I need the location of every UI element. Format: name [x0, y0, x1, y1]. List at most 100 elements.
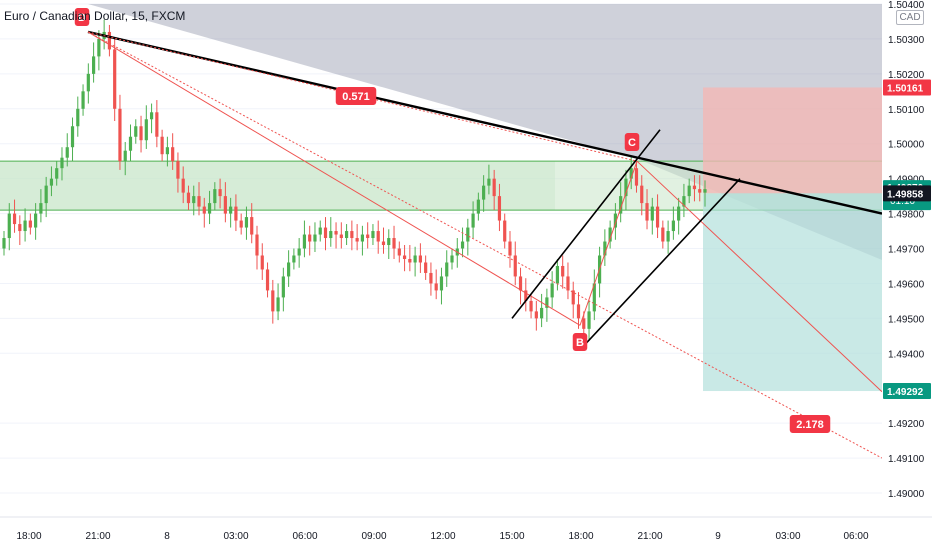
candle-body — [12, 213, 17, 225]
stop-price-tag-bg — [883, 79, 931, 96]
candle-body — [566, 276, 570, 291]
candle-body — [123, 150, 127, 162]
candle-body — [160, 136, 164, 155]
candle-body — [360, 234, 365, 242]
time-tick-label: 21:00 — [637, 531, 662, 542]
candle-body — [355, 238, 359, 242]
candle-body — [497, 196, 502, 221]
harmonic-leg-cd[interactable] — [636, 160, 883, 393]
candle-body — [376, 231, 380, 242]
candle-body — [555, 265, 560, 284]
candle-body — [466, 227, 470, 242]
candle-body — [313, 234, 317, 242]
candle-body — [582, 318, 586, 329]
time-tick-label: 18:00 — [568, 531, 593, 542]
candle-body — [387, 238, 391, 246]
channel-lower-line[interactable] — [579, 178, 741, 351]
candle-body — [192, 196, 196, 204]
harmonic-leg-db[interactable] — [87, 31, 581, 326]
candle-body — [682, 196, 686, 207]
candle-body — [323, 227, 328, 239]
currency-badge[interactable]: CAD — [896, 10, 924, 25]
candle-body — [223, 196, 227, 214]
candle-body — [271, 290, 275, 312]
fib-ratio-label-1-bg — [335, 87, 377, 105]
candle-body — [155, 112, 159, 137]
candle-body — [698, 189, 702, 193]
candle-body — [402, 255, 407, 259]
candle-body — [661, 227, 665, 242]
candle-body — [318, 227, 322, 235]
price-tick-label: 1.49500 — [888, 314, 925, 325]
candle-body — [23, 220, 27, 232]
time-tick-label: 06:00 — [292, 531, 317, 542]
candle-body — [49, 178, 54, 186]
candle-body — [450, 255, 454, 263]
candle-body — [413, 255, 417, 263]
candle-body — [34, 213, 38, 228]
candle-body — [281, 276, 285, 298]
price-tick-label: 1.50000 — [888, 140, 925, 151]
price-tick-label: 1.50200 — [888, 70, 925, 81]
candle-body — [408, 258, 412, 263]
countdown-tag: 01:10 — [890, 196, 915, 207]
channel-upper-line[interactable] — [511, 129, 661, 319]
time-tick-label: 15:00 — [499, 531, 524, 542]
candle-body — [186, 192, 191, 204]
candle-body — [508, 241, 512, 256]
take-profit-box[interactable] — [703, 193, 882, 392]
time-tick-label: 03:00 — [775, 531, 800, 542]
price-tick-label: 1.49600 — [888, 279, 925, 290]
candle-body — [655, 206, 660, 228]
candle-body — [666, 231, 670, 242]
candle-body — [429, 272, 433, 284]
candle-body — [239, 220, 243, 228]
point-b-label-bg — [572, 333, 588, 351]
point-b-label[interactable]: B — [576, 337, 584, 349]
candle-body — [397, 248, 401, 256]
candle-body — [634, 168, 639, 186]
symbol-title[interactable]: Euro / Canadian Dollar, 15, FXCM — [4, 9, 186, 23]
entry-price-tag-bg — [883, 185, 931, 202]
price-axis[interactable]: 1.504001.503001.502001.501001.500001.499… — [882, 0, 932, 550]
candle-body — [608, 227, 612, 242]
stop-loss-box[interactable] — [703, 87, 882, 194]
time-tick-label: 12:00 — [430, 531, 455, 542]
candle-body — [392, 238, 396, 249]
main-trendline[interactable] — [87, 30, 883, 215]
support-zone — [0, 161, 555, 211]
price-tick-label: 1.50100 — [888, 105, 925, 116]
candle-body — [487, 178, 491, 186]
candle-body — [244, 217, 249, 228]
time-tick-label: 8 — [164, 531, 170, 542]
candle-body — [592, 283, 596, 312]
candle-body — [513, 255, 517, 277]
candle-body — [366, 234, 370, 239]
candle-body — [534, 311, 538, 319]
harmonic-leg-bc[interactable] — [579, 161, 638, 326]
candle-body — [250, 217, 254, 235]
candle-body — [381, 241, 386, 246]
candle-body — [297, 248, 301, 256]
point-c-label[interactable]: C — [628, 137, 636, 149]
time-tick-label: 03:00 — [223, 531, 248, 542]
candle-body — [234, 206, 238, 221]
candle-body — [476, 199, 480, 214]
candle-body — [629, 168, 633, 179]
time-axis[interactable]: 18:00 21:00 8 03:00 06:00 09:00 12:00 15:00 18:0… — [0, 516, 932, 550]
candle-body — [334, 231, 338, 235]
candle-body — [308, 234, 312, 242]
candle-body — [144, 119, 148, 141]
fib-ratio-label-2[interactable]: 2.178 — [796, 419, 824, 431]
fib-ratio-label-1[interactable]: 0.571 — [342, 91, 370, 103]
candle-body — [650, 206, 654, 221]
candle-body — [524, 290, 528, 301]
point-d-label[interactable]: D — [78, 12, 86, 24]
candle-body — [424, 262, 428, 273]
target-price-tag-bg — [883, 383, 931, 400]
price-tick-label: 1.50400 — [888, 0, 925, 11]
candle-body — [460, 241, 465, 249]
fan-area — [88, 4, 882, 260]
candle-body — [81, 91, 85, 109]
